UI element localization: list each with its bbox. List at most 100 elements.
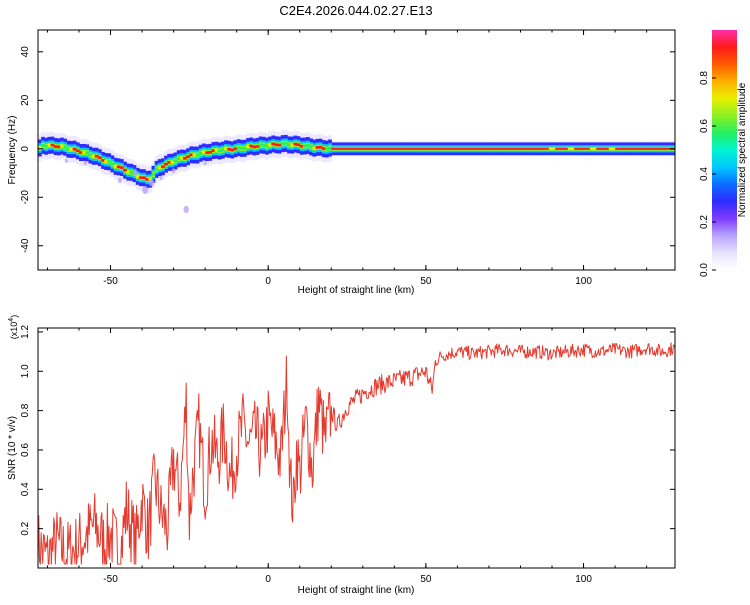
spectrogram-cell [340,147,345,150]
spectrogram-cell [331,147,336,150]
spectrogram-cell [466,147,471,150]
y-tick-label: 1.0 [20,364,31,378]
colorbar-tick-label: 0.2 [699,215,710,229]
x-tick-label: 50 [420,574,432,585]
spectrogram-cell [627,147,632,150]
spectrogram-cell [381,147,386,150]
spectrogram-cell [416,147,421,150]
spectrogram-cell [350,147,354,150]
spectrogram-cell [577,147,581,150]
spectrogram-cell [337,147,342,150]
spectrogram-cell [586,147,591,150]
y-tick-label: 0.2 [20,521,31,535]
y-tick-label: 0.4 [20,482,31,496]
spectrogram-cell [198,151,203,155]
spectrogram-cell [334,147,339,150]
spectrogram-cell [432,147,436,150]
y-tick-label: 40 [20,46,31,58]
spectrogram-cell [94,154,99,158]
spectrogram-cell [646,147,651,150]
spectrogram-cell [101,159,105,162]
spectrogram-cell [529,147,534,150]
spectrogram-cell [324,147,329,151]
spectrogram-cell [599,147,604,150]
spectrogram-x-ticks: -50 0 50 100 [46,30,648,287]
spectrogram-cell [164,162,168,166]
spectrogram-noise-spot [117,177,123,184]
spectrogram-cell [60,144,64,148]
spectrogram-cell [205,151,209,154]
spectrogram-cell [53,145,58,148]
spectrogram-cell [495,147,499,150]
spectrogram-cell [63,145,67,149]
spectrogram-cell [548,147,553,150]
spectrogram-cell [148,177,153,181]
spectrogram-cell [482,147,487,150]
spectrogram-noise-spot [148,179,155,187]
spectrogram-cell [514,147,518,150]
spectrogram-cell [233,147,238,151]
spectrogram-cell [116,165,121,169]
spectrogram-noise-spot [171,168,176,174]
spectrogram-cell [533,147,537,150]
colorbar-ticks: 0.0 0.2 0.4 0.6 0.8 [699,71,716,277]
y-tick-label: 0.8 [20,403,31,417]
y-tick-label: 1.2 [20,325,31,339]
snr-marks [38,342,675,565]
spectrogram-cell [113,165,118,168]
snr-y-label: SNR (10 * v/v) [7,416,18,480]
spectrogram-cell [438,147,443,150]
spectrogram-cell [302,144,307,148]
spectrogram-noise-spot [64,158,68,163]
spectrogram-cell [359,147,364,150]
spectrogram-cell [473,147,477,150]
spectrogram-cell [388,147,392,150]
spectrogram-cell [463,147,468,150]
spectrogram-cell [447,147,452,150]
spectrogram-cell [170,160,175,164]
spectrogram-cell [564,147,569,150]
spectrogram-cell [290,143,295,147]
spectrogram-layer [38,142,675,181]
spectrogram-cell [536,147,540,150]
spectrogram-cell [38,146,42,150]
spectrogram-noise-spot [133,170,138,176]
spectrogram-cell [637,147,641,150]
snr-series-line [38,342,675,565]
spectrogram-cell [160,165,165,169]
spectrogram-cell [539,147,544,150]
y-tick-label: 0.6 [20,443,31,457]
spectrogram-cell [179,156,184,160]
spectrogram-cell [454,147,459,150]
spectrogram-cell [328,146,332,150]
x-tick-label: 100 [575,574,592,585]
spectrogram-cell [485,147,490,150]
spectrogram-cell [195,153,200,157]
spectrogram-cell [665,147,670,150]
snr-x-ticks: -50 0 50 100 [46,328,648,585]
spectrogram-cell [555,147,559,150]
spectrogram-cell [419,147,424,150]
spectrogram-cell [526,147,531,150]
spectrogram-cell [444,147,449,150]
spectrogram-cell [138,176,143,179]
spectrogram-cell [261,143,266,147]
spectrogram-cell [246,145,250,148]
spectrogram-cell [558,147,563,150]
spectrogram-cell [640,147,645,150]
spectrogram-cell [375,147,380,150]
snr-multiplier-close: ) [9,315,19,318]
spectrogram-cell [662,147,667,150]
spectrogram-cell [119,166,124,169]
spectrogram-cell [230,148,235,152]
spectrogram-cell [79,151,83,154]
spectrogram-cell [220,148,225,152]
spectrogram-cell [567,147,572,150]
spectrogram-cell [293,142,298,146]
spectrogram-cell [384,147,389,150]
spectrogram-cell [372,147,377,150]
spectrogram-cell [429,147,433,150]
spectrogram-cell [72,147,77,151]
spectrogram-cell [252,145,257,149]
